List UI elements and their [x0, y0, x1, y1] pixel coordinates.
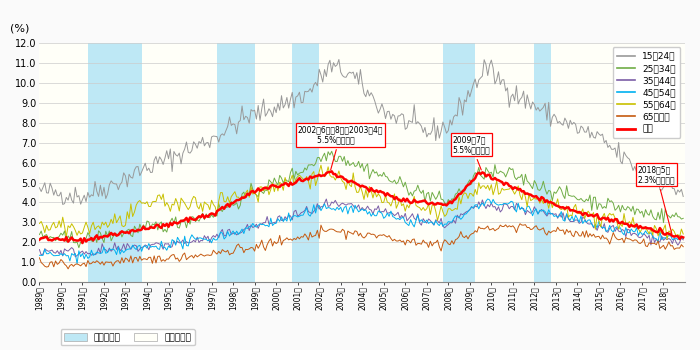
Bar	[293, 43, 319, 282]
Text: 2009年7月
5.5%（総数）: 2009年7月 5.5%（総数）	[453, 135, 490, 170]
Bar	[534, 43, 550, 282]
Legend: 景気後退期, 景気拡大期: 景気後退期, 景気拡大期	[60, 329, 195, 345]
Bar	[88, 43, 141, 282]
Legend: 15～24歳, 25～34歳, 35～44歳, 45～54歳, 55～64歳, 65歳以上, 総数: 15～24歳, 25～34歳, 35～44歳, 45～54歳, 55～64歳, …	[612, 47, 680, 138]
Bar	[217, 43, 255, 282]
Text: 2002年6月、8月、2003年4月
        5.5%（総数）: 2002年6月、8月、2003年4月 5.5%（総数）	[298, 125, 383, 170]
Text: (%): (%)	[10, 23, 29, 33]
Bar	[443, 43, 475, 282]
Text: 2018年5月
2.3%（総数）: 2018年5月 2.3%（総数）	[638, 165, 676, 234]
